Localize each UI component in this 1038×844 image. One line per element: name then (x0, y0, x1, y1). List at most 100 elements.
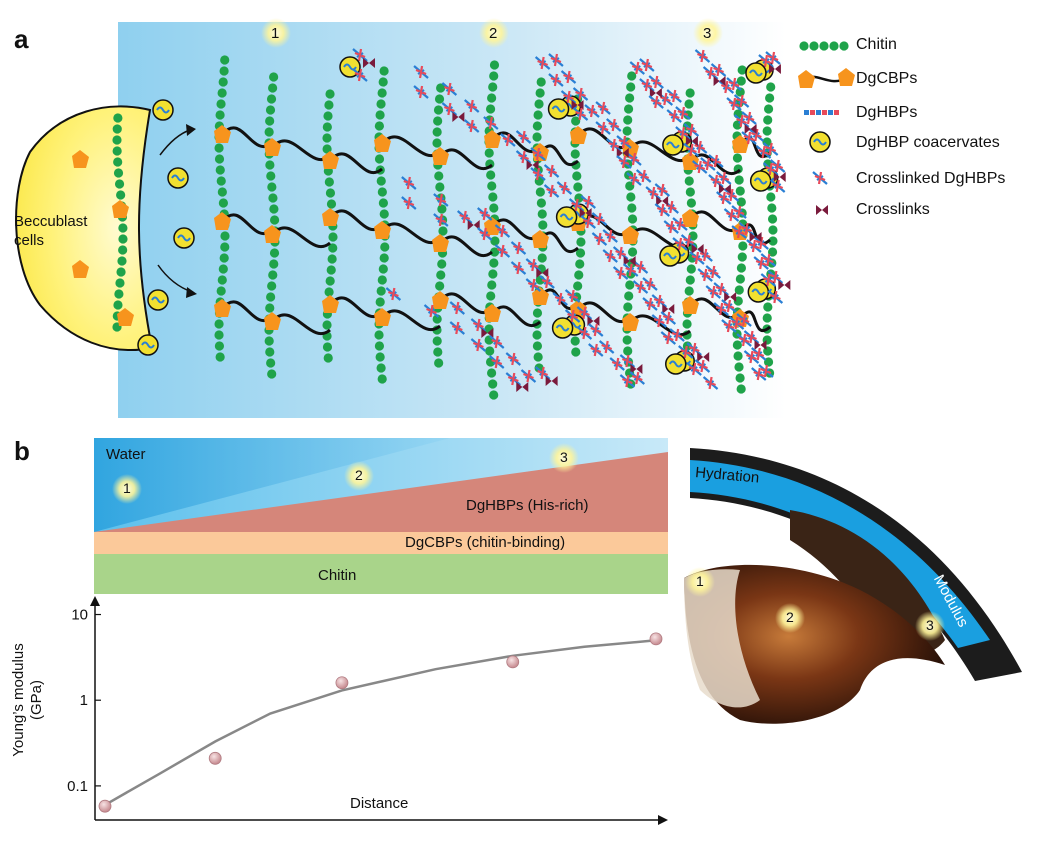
crosslinked-dghbp (494, 244, 511, 258)
crosslinked-dghbp (515, 130, 532, 144)
crosslinked-dghbp (494, 224, 511, 238)
stage-glow (693, 18, 723, 48)
crosslinked-dghbp (616, 135, 632, 149)
coacervate (167, 167, 189, 189)
crosslinked-dghbp (619, 374, 636, 388)
crosslinked-dghbp (660, 311, 677, 325)
crosslinked-dghbp (666, 89, 682, 103)
crosslinked-dghbp (672, 237, 688, 251)
crosslinked-dghbp (564, 289, 581, 303)
legend-label-dghbps: DgHBPs (856, 104, 918, 121)
dgcbp (484, 217, 501, 235)
dgcbp (117, 308, 134, 326)
crosslink (516, 382, 523, 392)
crosslink (744, 124, 751, 134)
crosslinked-dghbp (746, 239, 762, 253)
coacervate (173, 227, 195, 249)
crosslinked-dghbp (352, 48, 368, 62)
y-axis-label-line2: (GPa) (28, 680, 45, 721)
dgcbp (322, 151, 339, 169)
crosslinked-dghbp (632, 260, 649, 274)
crosslinked-dghbp (548, 53, 564, 67)
crosslinked-dghbp (648, 75, 664, 89)
crosslinked-dghbp (534, 56, 551, 70)
crosslinked-dghbp (760, 273, 777, 287)
crosslinked-dghbp (463, 119, 480, 133)
crosslink (656, 196, 663, 206)
crosslink (773, 172, 780, 182)
crosslinked-dghbp (534, 366, 551, 380)
crosslinked-dghbp (595, 101, 611, 115)
crosslinked-dghbp (626, 172, 642, 186)
crosslinked-dghbp (726, 77, 742, 91)
dgcbp (732, 135, 749, 153)
crosslinked-dghbp (654, 203, 671, 217)
fit-curve (104, 639, 657, 806)
crosslinked-dghbp (619, 354, 636, 368)
crosslinked-dghbp (686, 362, 702, 376)
dgcbp (622, 226, 639, 244)
dghbps-layer (94, 452, 668, 532)
crosslinked-dghbp (642, 277, 658, 291)
dgcbp (838, 68, 855, 86)
legend-label-dgcbps: DgCBPs (856, 70, 918, 87)
crosslinked-dghbp (352, 68, 368, 82)
dgcbp (432, 147, 449, 165)
crosslinked-dghbp (591, 232, 608, 246)
dghbps-label: DgHBPs (His-rich) (466, 497, 589, 514)
y-axis-label: Young’s modulus (GPa) (10, 610, 46, 790)
crosslinked-dghbp (666, 109, 682, 123)
crosslinked-dghbp (713, 282, 729, 296)
crosslinked-dghbp (716, 171, 732, 185)
crosslink (768, 64, 775, 74)
crosslinked-dghbp (743, 350, 760, 364)
crosslinked-dghbp (413, 65, 429, 79)
crosslinked-dghbp (623, 263, 639, 277)
secretion-arrows (157, 124, 197, 298)
crosslink (526, 160, 533, 170)
crosslinked-dghbp (692, 160, 708, 174)
crosslink (724, 292, 731, 302)
crosslink (536, 268, 543, 278)
crosslinked-dghbp (723, 188, 740, 202)
crosslink (718, 184, 725, 194)
stage-glow (261, 18, 291, 48)
crosslinked-dghbp (456, 210, 473, 224)
dgcbp (112, 200, 129, 218)
chitin-layer (94, 554, 668, 594)
crosslink (713, 76, 720, 86)
crosslinked-dghbp (572, 87, 589, 101)
crosslinked-dghbp (686, 342, 702, 356)
dgcbp (682, 209, 699, 227)
crosslink (749, 232, 756, 242)
crosslinked-dghbp (812, 171, 828, 185)
crosslinked-dghbp (525, 258, 542, 272)
panel-a-label: a (14, 24, 29, 54)
dgcbp (432, 291, 449, 309)
crosslinked-dghbp (743, 330, 760, 344)
crosslinked-dghbp (639, 78, 655, 92)
crosslinked-dghbp (606, 118, 622, 132)
crosslinked-dghbp (694, 49, 711, 63)
crosslink (816, 205, 822, 215)
crosslinked-dghbp (648, 95, 664, 109)
legend-icons (798, 41, 855, 215)
dgcbp (532, 287, 549, 305)
crosslinked-dghbp (477, 207, 493, 221)
dghbp-icon (810, 110, 815, 115)
crosslinked-dghbp (683, 143, 700, 157)
crosslinked-dghbp (645, 186, 661, 200)
dghbp-icon (816, 110, 821, 115)
coacervate (547, 98, 570, 120)
crosslinked-dghbp (505, 372, 522, 386)
crosslinked-dghbp (530, 147, 546, 161)
crosslinked-dghbp (470, 338, 487, 352)
dgcbp (570, 126, 587, 144)
crosslinked-dghbp (741, 131, 757, 145)
crosslinked-dghbp (651, 314, 667, 328)
crosslinked-dghbp (449, 301, 466, 315)
crosslinked-dghbp (741, 111, 757, 125)
coacervate (659, 245, 681, 267)
chitin-chain-icon (839, 41, 849, 51)
